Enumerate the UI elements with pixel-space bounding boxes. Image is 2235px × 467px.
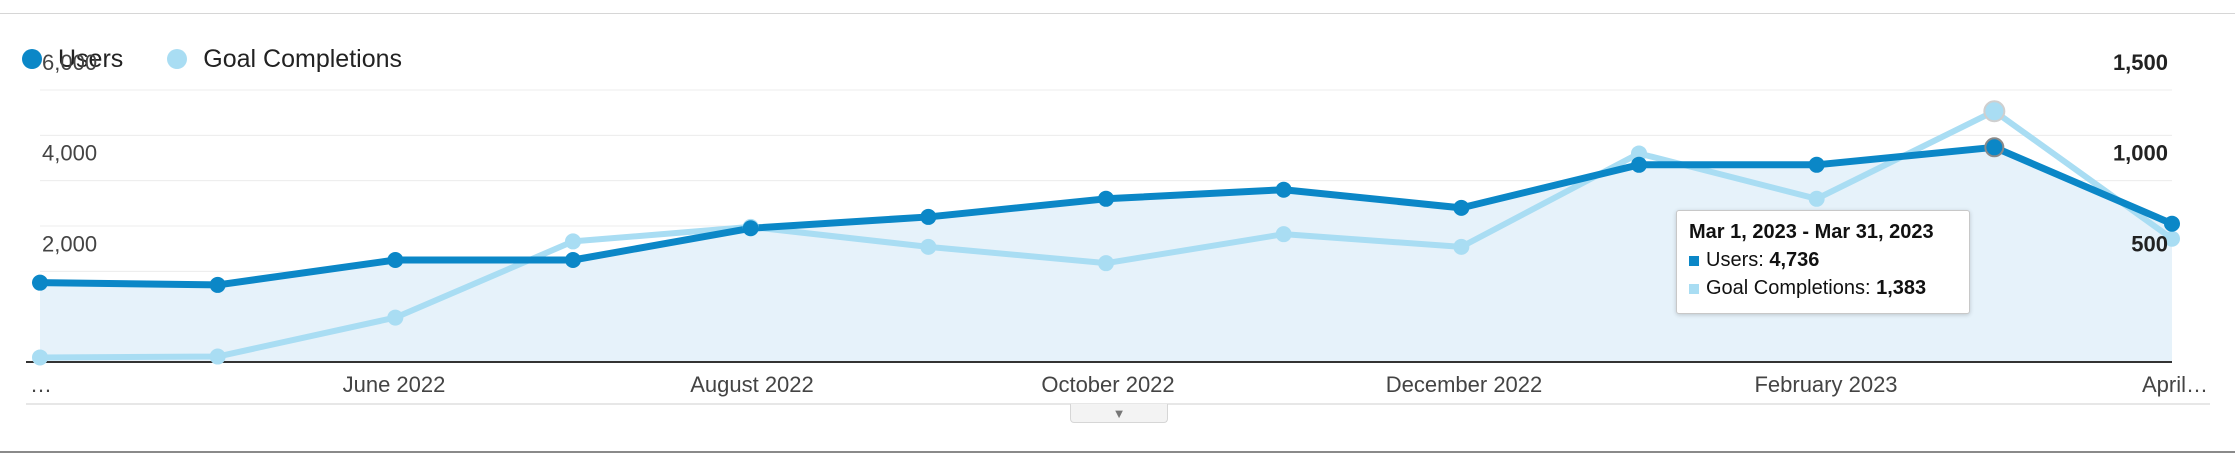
users-point (1984, 137, 2005, 158)
goal-completions-point (2164, 230, 2180, 247)
y-right-tick-label: 1,500 (2113, 50, 2168, 75)
tooltip-title: Mar 1, 2023 - Mar 31, 2023 (1689, 221, 1934, 243)
legend-item-goal-completions[interactable]: Goal Completions (167, 45, 402, 74)
goal-completions-point (1453, 238, 1470, 255)
goal-completions-point (1275, 226, 1292, 243)
goal-completions-point (387, 309, 404, 326)
tooltip-goals-value: 1,383 (1876, 277, 1927, 299)
x-tick-label: December 2022 (1386, 372, 1543, 397)
legend-item-users[interactable]: Users (22, 45, 123, 74)
x-tick-label: … (30, 372, 52, 397)
tooltip-row-goals: Goal Completions: 1,383 (1689, 277, 1957, 300)
goal-completions-point (1983, 100, 2006, 123)
users-point (32, 274, 48, 291)
tooltip-users-value: 4,736 (1769, 249, 1820, 271)
users-point (209, 276, 226, 293)
users-legend-label: Users (58, 44, 124, 73)
y-left-tick-label: 2,000 (42, 231, 97, 256)
y-left-tick-label: 6,000 (42, 50, 97, 75)
goal-completions-point (920, 238, 937, 255)
tooltip-row-users: Users: 4,736 (1689, 249, 1957, 272)
users-point (920, 208, 937, 225)
goals-legend-label: Goal Completions (203, 44, 403, 73)
tooltip-goals-label: Goal Completions: (1706, 277, 1871, 299)
users-point (742, 220, 759, 237)
users-point (1098, 190, 1114, 207)
users-point (1808, 156, 1825, 173)
chart-legend: Users Goal Completions (22, 44, 446, 74)
users-point (2164, 215, 2180, 232)
goal-completions-point (1808, 190, 1825, 207)
users-area (40, 147, 2172, 362)
goals-swatch-icon (1689, 283, 1699, 294)
users-point (1275, 181, 1292, 198)
y-right-tick-label: 500 (2131, 231, 2168, 256)
users-point (1631, 156, 1647, 173)
users-point (1453, 199, 1470, 216)
users-legend-dot-icon (22, 49, 42, 69)
chart-tooltip: Mar 1, 2023 - Mar 31, 2023 Users: 4,736 … (1676, 210, 1970, 314)
caret-down-icon: ▼ (1112, 405, 1126, 421)
y-left-tick-label: 4,000 (42, 141, 97, 166)
goal-completions-point (565, 233, 581, 250)
goals-legend-dot-icon (167, 49, 188, 69)
bottom-divider (0, 451, 2235, 453)
x-tick-label: August 2022 (690, 372, 814, 397)
y-right-tick-label: 1,000 (2113, 141, 2168, 166)
top-divider (0, 13, 2235, 14)
tooltip-users-label: Users: (1706, 249, 1764, 271)
goal-completions-point (1098, 255, 1114, 272)
goal-completions-point (209, 348, 226, 365)
x-tick-label: February 2023 (1754, 372, 1897, 397)
users-point (387, 252, 404, 268)
users-swatch-icon (1689, 255, 1699, 266)
x-tick-label: April… (2142, 372, 2208, 397)
users-point (565, 252, 581, 268)
goal-completions-point (32, 349, 48, 366)
goal-completions-point (1631, 145, 1647, 162)
x-tick-label: October 2022 (1041, 372, 1174, 397)
x-tick-label: June 2022 (343, 372, 446, 397)
expand-chart-button[interactable]: ▼ (1070, 404, 1168, 423)
